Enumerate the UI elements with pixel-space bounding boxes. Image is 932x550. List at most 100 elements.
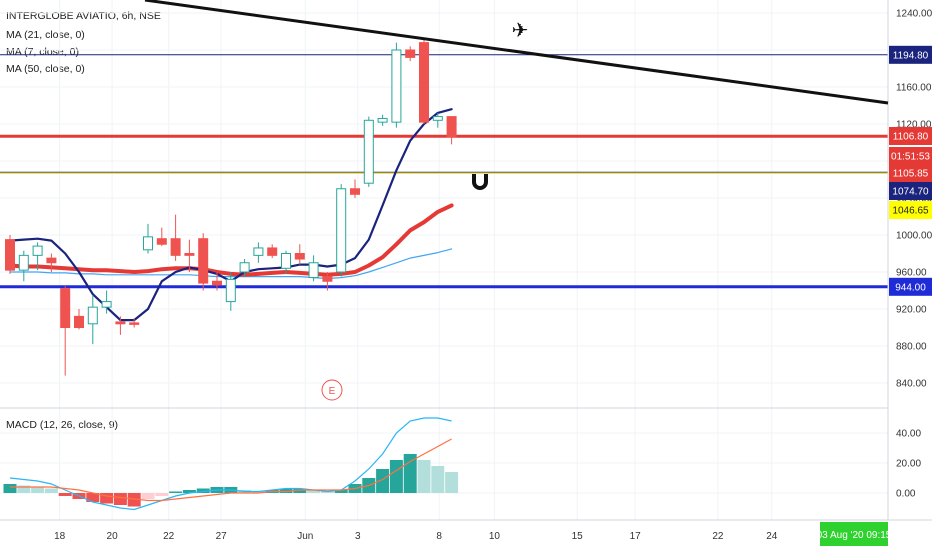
price-tick-label: 840.00	[896, 379, 927, 390]
signal-line	[10, 438, 452, 502]
tag-yellow-level: 1046.65	[889, 201, 932, 219]
overlays: ✈E	[144, 0, 889, 401]
macd-histogram-bar	[307, 490, 321, 493]
tag-yellow-level-text: 1046.65	[892, 206, 929, 217]
time-cursor-badge-bg	[820, 522, 888, 546]
time-tick-label: 18	[54, 531, 66, 542]
tag-support-blue: 944.00	[889, 277, 932, 296]
candle-body	[350, 188, 360, 195]
macd-histogram-bar	[376, 469, 390, 493]
candle-body	[377, 117, 388, 123]
candle-body	[405, 49, 416, 58]
candle-body	[87, 306, 98, 325]
tag-countdown: 01:51:53	[889, 147, 932, 165]
tag-support-blue-bg	[889, 277, 932, 296]
airplane-icon: ✈	[512, 18, 529, 42]
macd-line	[9, 417, 452, 511]
candle-body	[129, 322, 140, 325]
ma21-legend: MA (21, close, 0)	[6, 29, 85, 41]
candle-body	[391, 49, 402, 123]
candle	[446, 116, 457, 145]
macd-histogram-bar	[251, 491, 265, 493]
macd-legend: MACD (12, 26, close, 9)	[6, 419, 119, 431]
earnings-marker	[321, 379, 343, 401]
tag-yellow-level-bg	[889, 201, 932, 219]
candle	[198, 233, 209, 291]
tag-support-red: 1106.80	[889, 127, 932, 145]
tag-navy-level-bg	[889, 182, 932, 200]
price-tick-label: 1000.00	[896, 231, 932, 242]
macd-histogram-bar	[403, 454, 417, 493]
candle	[74, 309, 84, 330]
macd-histogram-bar	[44, 488, 58, 493]
earnings-marker-label: E	[329, 386, 336, 397]
candle-body	[294, 253, 305, 260]
macd-histogram-bar	[17, 485, 31, 493]
price-tick-label: 920.00	[896, 305, 927, 316]
time-tick-label: 3	[355, 531, 361, 542]
candle-body	[267, 247, 278, 256]
macd-histogram-bar	[389, 460, 403, 493]
candles	[5, 38, 457, 376]
candle	[87, 295, 98, 345]
price-tick-label: 880.00	[896, 342, 927, 353]
grid-lines	[0, 0, 888, 520]
candle-body	[143, 236, 153, 251]
time-tick-label: Jun	[297, 531, 313, 542]
macd-histogram-bar	[169, 491, 183, 493]
time-cursor-badge: 03 Aug '20 09:15	[817, 522, 892, 546]
price-tick-label: 1120.00	[896, 120, 932, 131]
tag-countdown-bg	[889, 147, 932, 165]
candle-body	[225, 278, 236, 303]
time-tick-label: 20	[107, 531, 119, 542]
time-tick-label: 17	[630, 531, 642, 542]
tag-resistance-bg	[889, 45, 932, 64]
macd-histogram-bar	[100, 493, 114, 504]
macd-histogram-bar	[417, 460, 431, 493]
macd-tick-label: 0.00	[896, 489, 916, 500]
macd-histogram-bar	[320, 491, 334, 493]
candle-body	[32, 245, 43, 256]
candle	[308, 255, 319, 282]
time-tick-label: 15	[572, 531, 584, 542]
candle	[225, 272, 236, 311]
candle-body	[419, 42, 429, 123]
candle	[294, 244, 305, 265]
candle-body	[60, 288, 71, 328]
candle	[156, 227, 167, 247]
tag-last-price: 1105.85	[889, 164, 932, 182]
macd-histogram-bar	[31, 487, 45, 493]
tag-support-red-text: 1106.80	[893, 132, 929, 143]
candle	[129, 318, 140, 328]
tag-resistance-text: 1194.80	[893, 50, 929, 61]
candle-body	[46, 257, 57, 264]
candle-body	[18, 254, 29, 271]
trend-line	[144, 0, 889, 105]
macd-tick-label: 40.00	[896, 429, 921, 440]
macd-histogram-bar	[279, 488, 293, 493]
macd-histogram-bar	[3, 484, 17, 493]
candle-body	[198, 238, 209, 284]
macd-histogram-bar	[445, 472, 459, 493]
candle-body	[115, 321, 126, 325]
time-tick-label: 24	[766, 531, 778, 542]
candle-body	[101, 301, 112, 308]
macd-histogram-bar	[196, 488, 210, 493]
candle	[336, 184, 347, 277]
candle	[60, 285, 71, 376]
macd-pane	[0, 407, 888, 511]
candle	[350, 179, 360, 198]
tag-resistance: 1194.80	[889, 45, 932, 64]
ma21-line	[8, 203, 454, 277]
macd-histogram-bar	[334, 490, 348, 493]
candle	[170, 214, 181, 261]
candle	[253, 242, 264, 263]
candle	[5, 235, 15, 274]
macd-histogram-bar	[127, 493, 141, 507]
tag-navy-level: 1074.70	[889, 182, 932, 200]
candle-body	[363, 119, 374, 184]
candle-body	[212, 280, 222, 286]
candle	[419, 38, 429, 124]
